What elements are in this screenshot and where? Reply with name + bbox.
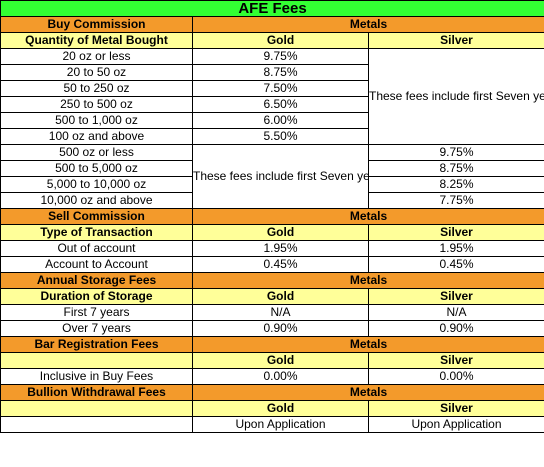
withdrawal-heading: Bullion Withdrawal Fees (0, 384, 193, 401)
table-row: 100 oz and above 5.50% (0, 128, 544, 145)
table-row: Out of account 1.95% 1.95% (0, 240, 544, 257)
bar-subheading (0, 352, 193, 369)
silver-header: Silver (367, 32, 544, 49)
metals-heading: Metals (191, 16, 544, 33)
title-row: AFE Fees (0, 0, 544, 17)
table-row: 10,000 oz and above 7.75% (0, 192, 544, 209)
label-cell: First 7 years (0, 304, 193, 321)
gold-fee-cell: 5.50% (192, 128, 369, 145)
gold-fee-cell: 6.00% (192, 112, 369, 129)
silver-fee-cell: 9.75% (367, 144, 544, 161)
qty-cell: 50 to 250 oz (0, 80, 193, 97)
storage-heading: Annual Storage Fees (0, 272, 193, 289)
label-cell: Out of account (0, 240, 193, 257)
qty-cell: 100 oz and above (0, 128, 193, 145)
table-row: 500 oz or less These fees include first … (0, 144, 544, 209)
qty-cell: 10,000 oz and above (0, 192, 193, 209)
storage-subheading: Duration of Storage (0, 288, 193, 305)
silver-fee-cell: 0.90% (367, 320, 544, 337)
qty-cell: 5,000 to 10,000 oz (0, 176, 193, 193)
sell-subheading: Type of Transaction (0, 224, 193, 241)
table-row: Inclusive in Buy Fees 0.00% 0.00% (0, 368, 544, 385)
qty-cell: 20 to 50 oz (0, 64, 193, 81)
gold-header: Gold (192, 400, 369, 417)
silver-fee-cell: Upon Application (367, 416, 544, 433)
silver-fee-cell: N/A (367, 304, 544, 321)
silver-fee-cell: 7.75% (367, 192, 544, 209)
gold-fee-cell: 8.75% (192, 64, 369, 81)
bar-heading: Bar Registration Fees (0, 336, 193, 353)
qty-cell: 250 to 500 oz (0, 96, 193, 113)
gold-fee-cell: 0.00% (192, 368, 369, 385)
qty-cell: 500 to 1,000 oz (0, 112, 193, 129)
buy-subheading: Quantity of Metal Bought (0, 32, 193, 49)
gold-fee-cell: 0.45% (192, 256, 369, 273)
table-row: First 7 years N/A N/A (0, 304, 544, 321)
gold-fee-cell: 6.50% (192, 96, 369, 113)
label-cell: Over 7 years (0, 320, 193, 337)
table-title: AFE Fees (0, 0, 544, 17)
sell-section-header: Sell Commission Metals (0, 208, 544, 225)
silver-fee-cell: 8.75% (367, 160, 544, 177)
sell-column-header: Type of Transaction Gold Silver (0, 224, 544, 241)
buy-section-header: Buy Commission Metals (0, 16, 544, 33)
metals-heading: Metals (191, 272, 544, 289)
gold-fee-cell: 1.95% (192, 240, 369, 257)
gold-header: Gold (192, 32, 369, 49)
withdrawal-section-header: Bullion Withdrawal Fees Metals (0, 384, 544, 401)
sell-heading: Sell Commission (0, 208, 193, 225)
gold-header: Gold (192, 288, 369, 305)
qty-cell: 500 oz or less (0, 144, 193, 161)
gold-fee-cell: Upon Application (192, 416, 369, 433)
metals-heading: Metals (191, 336, 544, 353)
withdrawal-subheading (0, 400, 193, 417)
metals-heading: Metals (191, 208, 544, 225)
table-row: Upon Application Upon Application (0, 416, 544, 433)
gold-note-cell: These fees include first Seven years of … (192, 144, 369, 209)
gold-fee-cell: 9.75% (192, 48, 369, 65)
qty-cell: 20 oz or less (0, 48, 193, 65)
silver-header: Silver (367, 400, 544, 417)
bar-section-header: Bar Registration Fees Metals (0, 336, 544, 353)
label-cell: Account to Account (0, 256, 193, 273)
afe-fees-table: AFE Fees Buy Commission Metals Quantity … (0, 0, 544, 433)
metals-heading: Metals (191, 384, 544, 401)
label-cell: Inclusive in Buy Fees (0, 368, 193, 385)
gold-header: Gold (192, 224, 369, 241)
gold-fee-cell: N/A (192, 304, 369, 321)
table-row: 20 oz or less 9.75% These fees include f… (0, 48, 544, 145)
table-row: Account to Account 0.45% 0.45% (0, 256, 544, 273)
qty-cell: 500 to 5,000 oz (0, 160, 193, 177)
silver-header: Silver (367, 224, 544, 241)
silver-fee-cell: 0.45% (367, 256, 544, 273)
gold-fee-cell: 0.90% (192, 320, 369, 337)
table-row: Over 7 years 0.90% 0.90% (0, 320, 544, 337)
withdrawal-column-header: Gold Silver (0, 400, 544, 417)
silver-fee-cell: 8.25% (367, 176, 544, 193)
table-row: 5,000 to 10,000 oz 8.25% (0, 176, 544, 193)
silver-fee-cell: 0.00% (367, 368, 544, 385)
gold-fee-cell: 7.50% (192, 80, 369, 97)
label-cell (0, 416, 193, 433)
silver-note-cell: These fees include first Seven years of … (367, 48, 544, 145)
silver-header: Silver (367, 352, 544, 369)
storage-column-header: Duration of Storage Gold Silver (0, 288, 544, 305)
buy-heading: Buy Commission (0, 16, 193, 33)
silver-fee-cell: 1.95% (367, 240, 544, 257)
gold-header: Gold (192, 352, 369, 369)
bar-column-header: Gold Silver (0, 352, 544, 369)
storage-section-header: Annual Storage Fees Metals (0, 272, 544, 289)
table-row: 250 to 500 oz 6.50% (0, 96, 544, 113)
silver-header: Silver (367, 288, 544, 305)
buy-column-header: Quantity of Metal Bought Gold Silver (0, 32, 544, 49)
